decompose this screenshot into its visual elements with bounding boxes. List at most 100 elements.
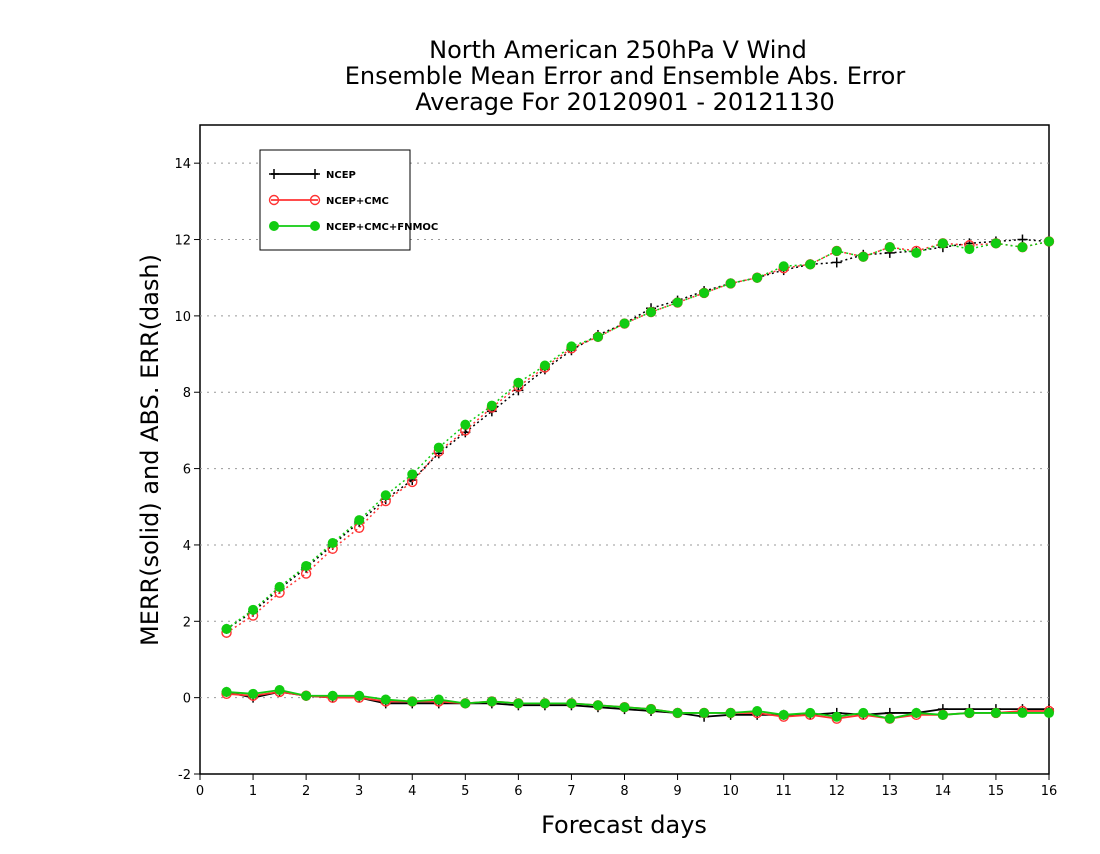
abs-err-point — [937, 238, 948, 249]
mean-err-point — [646, 704, 657, 715]
legend-marker-left — [268, 194, 280, 206]
abs-err-point — [619, 318, 630, 329]
mean-err-point — [1017, 707, 1028, 718]
series-ncep — [221, 234, 1054, 722]
abs-err-point — [433, 442, 444, 453]
abs-err-point — [831, 257, 842, 268]
mean-err-point — [911, 707, 922, 718]
legend-items: NCEP NCEP+CMC NCEP+CMC+FNMOC — [268, 169, 438, 233]
x-tick-label: 13 — [882, 784, 899, 799]
abs-err-point — [274, 581, 285, 592]
x-tick-label: 16 — [1041, 784, 1058, 799]
y-tick-label: -2 — [178, 768, 191, 783]
chart-title-line-1: North American 250hPa V Wind — [429, 36, 807, 64]
x-tick-label: 1 — [249, 784, 257, 799]
legend-marker-right — [310, 169, 320, 179]
mean-err-point — [725, 707, 736, 718]
mean-err-point — [778, 709, 789, 720]
abs-err-point — [805, 259, 816, 270]
abs-err-point — [1017, 242, 1028, 253]
y-tick-label: 12 — [174, 234, 191, 249]
abs-err-point — [725, 278, 736, 289]
abs-err-point — [221, 623, 232, 634]
legend-item-ncep-cmc: NCEP+CMC — [268, 194, 389, 207]
mean-err-point — [805, 707, 816, 718]
mean-err-point — [990, 707, 1001, 718]
abs-err-point — [566, 341, 577, 352]
abs-err-point — [407, 469, 418, 480]
mean-err-point — [964, 707, 975, 718]
abs-err-point — [513, 377, 524, 388]
abs-err-point — [248, 604, 259, 615]
abs-err-point — [327, 538, 338, 549]
mean-err-point — [460, 698, 471, 709]
legend-marker-left — [269, 169, 279, 179]
mean-err-point — [248, 688, 259, 699]
x-tick-label: 9 — [673, 784, 681, 799]
mean-err-point — [301, 690, 312, 701]
abs-err-line-ncep-cmc — [226, 240, 1050, 634]
abs-err-point — [672, 297, 683, 308]
x-axis: 0 1 2 3 4 5 6 7 8 9 10 11 12 13 14 15 16 — [196, 774, 1057, 799]
mean-err-point — [937, 709, 948, 720]
abs-err-point — [539, 360, 550, 371]
abs-err-point — [964, 244, 975, 255]
abs-err-point — [646, 307, 657, 318]
x-tick-label: 3 — [355, 784, 363, 799]
x-tick-label: 15 — [988, 784, 1005, 799]
mean-err-line-ncep-cmc-fnmoc — [226, 689, 1049, 720]
series-layer — [221, 234, 1055, 724]
abs-err-line-ncep — [226, 238, 1050, 630]
abs-err-point — [1044, 236, 1054, 247]
abs-err-point — [752, 272, 763, 283]
mean-err-point — [858, 707, 869, 718]
mean-err-point — [274, 685, 285, 696]
legend-marker-right — [309, 194, 321, 206]
y-tick-label: 6 — [183, 463, 191, 478]
series-ncep-cmc-fnmoc — [221, 236, 1054, 724]
chart-title-line-2: Ensemble Mean Error and Ensemble Abs. Er… — [345, 62, 906, 90]
abs-err-point — [858, 251, 869, 262]
mean-err-point — [672, 707, 683, 718]
y-tick-label: 10 — [174, 310, 191, 325]
mean-err-point — [221, 686, 232, 697]
x-tick-label: 8 — [620, 784, 628, 799]
x-tick-label: 7 — [567, 784, 575, 799]
abs-err-point — [301, 560, 312, 571]
y-tick-label: 14 — [174, 157, 191, 172]
legend-label: NCEP+CMC — [326, 196, 389, 207]
abs-err-point — [911, 247, 922, 258]
legend-label: NCEP — [326, 170, 356, 181]
y-axis: -2 0 2 4 6 8 10 12 14 — [174, 157, 200, 783]
mean-err-point — [433, 694, 444, 705]
x-tick-label: 2 — [302, 784, 310, 799]
abs-err-point — [831, 245, 842, 256]
y-axis-label: MERR(solid) and ABS. ERR(dash) — [136, 254, 164, 646]
legend-item-ncep: NCEP — [269, 169, 356, 181]
abs-err-point — [778, 261, 789, 272]
abs-err-point — [486, 400, 497, 411]
legend-marker-right — [310, 221, 320, 231]
mean-err-point — [884, 713, 895, 724]
mean-err-point — [1044, 707, 1054, 718]
abs-err-point — [990, 238, 1001, 249]
series-ncep-cmc — [221, 236, 1055, 724]
abs-err-point — [884, 242, 895, 253]
abs-err-point — [354, 515, 365, 526]
mean-err-point — [539, 698, 550, 709]
abs-err-point — [699, 287, 710, 298]
x-tick-label: 0 — [196, 784, 204, 799]
x-tick-label: 12 — [828, 784, 845, 799]
abs-err-line-ncep-cmc-fnmoc — [226, 240, 1050, 630]
mean-err-point — [566, 698, 577, 709]
legend-marker-left — [269, 221, 279, 231]
abs-err-point — [592, 331, 603, 342]
x-tick-label: 11 — [775, 784, 792, 799]
mean-err-point — [486, 696, 497, 707]
legend-item-ncep-cmc-fnmoc: NCEP+CMC+FNMOC — [269, 221, 438, 233]
y-tick-label: 2 — [183, 615, 191, 630]
x-tick-label: 10 — [722, 784, 739, 799]
mean-err-point — [592, 700, 603, 711]
